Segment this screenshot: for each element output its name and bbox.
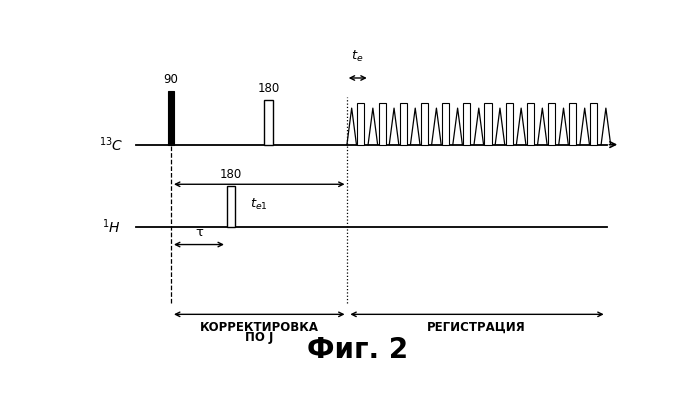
- Text: $t_{e1}$: $t_{e1}$: [251, 197, 268, 212]
- Text: Фиг. 2: Фиг. 2: [307, 335, 408, 363]
- Text: $t_e$: $t_e$: [352, 49, 364, 64]
- Text: τ: τ: [195, 226, 203, 239]
- Text: КОРРЕКТИРОВКА: КОРРЕКТИРОВКА: [200, 321, 319, 334]
- Bar: [400, 103, 407, 145]
- Bar: [227, 186, 235, 227]
- Bar: [569, 103, 577, 145]
- Text: $^{13}$C: $^{13}$C: [99, 135, 124, 154]
- Bar: [548, 103, 555, 145]
- Text: 90: 90: [163, 73, 179, 86]
- Text: ПО J: ПО J: [245, 331, 274, 344]
- Bar: [463, 103, 470, 145]
- Bar: [264, 100, 273, 145]
- Bar: [168, 91, 174, 145]
- Bar: [484, 103, 491, 145]
- Text: $^{1}$H: $^{1}$H: [102, 218, 121, 236]
- Text: РЕГИСТРАЦИЯ: РЕГИСТРАЦИЯ: [427, 321, 526, 334]
- Bar: [378, 103, 385, 145]
- Text: 180: 180: [219, 168, 242, 181]
- Bar: [591, 103, 597, 145]
- Bar: [442, 103, 449, 145]
- Bar: [357, 103, 364, 145]
- Bar: [421, 103, 428, 145]
- Text: 180: 180: [258, 82, 280, 96]
- Bar: [505, 103, 513, 145]
- Bar: [527, 103, 534, 145]
